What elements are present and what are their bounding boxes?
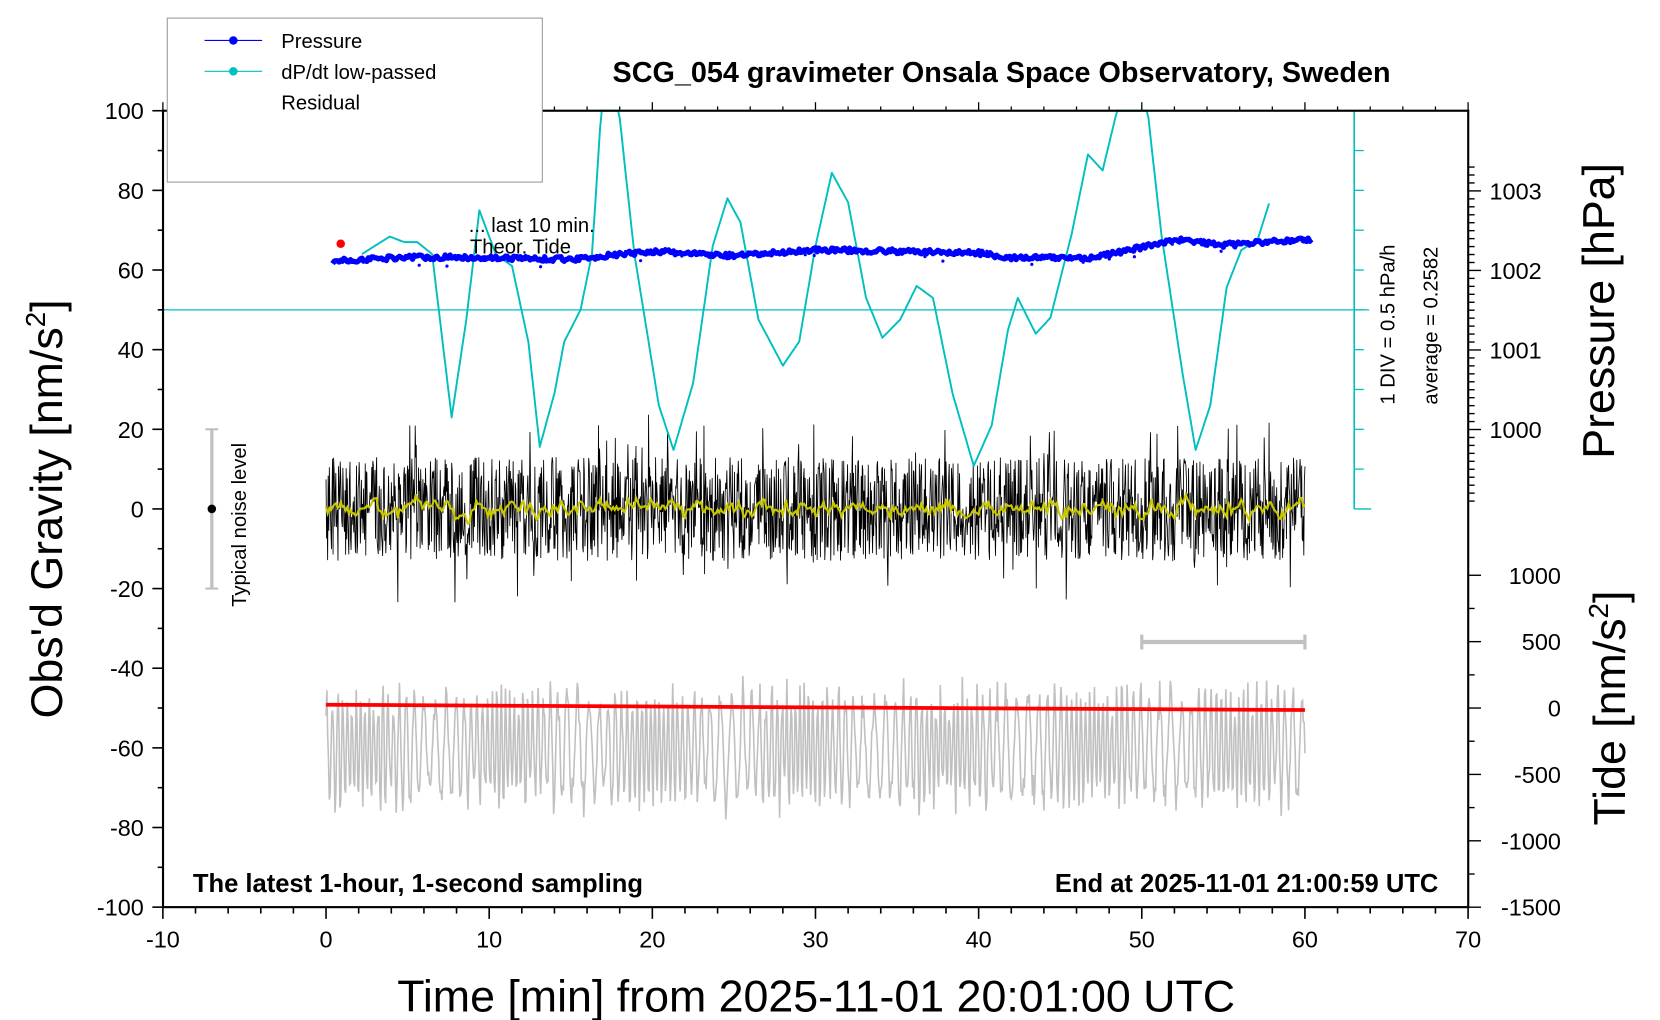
pressure-point [1182,237,1187,241]
legend-dpdt-label: dP/dt low-passed [281,62,436,84]
pressure-point [812,253,816,258]
theor-tide-line [326,702,1305,712]
x-tick-label: -10 [146,927,180,953]
gray-series-line [325,675,1306,820]
annotation-noise-level: Typical noise level [229,443,251,607]
x-tick-label: 70 [1455,927,1481,953]
chart-title: SCG_054 gravimeter Onsala Space Observat… [613,57,1391,89]
pressure-point [1081,260,1085,264]
y-tick-label: -40 [110,656,144,682]
y-tick-label: 100 [105,98,144,124]
pressure-point [445,264,449,268]
y-tick-label: -20 [110,576,144,602]
pressure-point [639,259,643,263]
pressure-point [941,259,945,263]
y-tick-label: 20 [118,417,144,443]
legend-pressure-label: Pressure [281,31,362,53]
pressure-point [407,254,411,258]
pressure-point [354,260,359,264]
pressure-point [378,257,382,261]
pressure-point [510,255,514,259]
annotation-bottom-left: The latest 1-hour, 1-second sampling [193,870,643,898]
annotation-div: 1 DIV = 0.5 hPa/h [1378,244,1400,404]
pressure-point [680,254,684,258]
tide-tick-label: 500 [1522,629,1561,655]
pressure-point [803,253,807,257]
noise-level-point [207,504,217,514]
legend-residual-label: Residual [281,93,360,115]
pressure-point [740,254,745,259]
pressure-point [472,257,476,261]
pressure-point [985,249,989,253]
y-axis-label: Obs'd Gravity [nm/s2] [20,299,72,718]
pressure-point [539,265,543,269]
pressure-point [483,254,487,259]
annotation-theor-tide: Theor. Tide [470,236,571,258]
x-tick-label: 10 [476,927,502,953]
legend-dpdt-marker [229,67,238,76]
tide-tick-label: 1000 [1509,563,1561,589]
pressure-point [417,263,421,267]
pressure-point [1030,262,1034,266]
pressure-point [1170,242,1174,246]
pressure-point [1255,239,1260,243]
pressure-point [727,250,732,254]
pressure-tick-label: 1003 [1490,178,1542,204]
x-tick-label: 50 [1129,927,1155,953]
pressure-line [330,235,1314,266]
x-tick-label: 20 [639,927,665,953]
x-tick-label: 30 [802,927,828,953]
residual-line [325,414,1306,603]
pressure-axis-label: Pressure [hPa] [1575,163,1624,459]
residual-smoothed-line [324,491,1306,525]
y-tick-label: 60 [118,258,144,284]
pressure-point [623,249,628,254]
annotation-last-10-min: ... last 10 min. [469,215,595,237]
pressure-point [1219,249,1223,253]
annotation-average: average = 0.2582 [1420,247,1442,405]
pressure-point [523,253,528,257]
y-tick-label: 80 [118,178,144,204]
y-tick-label: -80 [110,815,144,841]
pressure-point [1302,240,1306,244]
pressure-point [1132,255,1136,259]
pressure-point [556,256,560,260]
pressure-point [1158,241,1162,245]
pressure-tick-label: 1000 [1490,417,1542,443]
pressure-point [1107,257,1111,261]
x-axis-label: Time [min] from 2025-11-01 20:01:00 UTC [397,972,1235,1020]
tide-tick-label: 0 [1548,696,1561,722]
pressure-point [334,260,338,264]
x-tick-label: 0 [320,927,333,953]
pressure-tick-label: 1002 [1490,258,1542,284]
axes-layer: -10 0 10 20 30 40 50 60 70100806040200-20-40-60-… [97,98,1561,952]
pressure-point [1205,243,1209,247]
x-tick-label: 40 [966,927,992,953]
y-tick-label: -100 [97,895,144,921]
tide-tick-label: -500 [1514,762,1561,788]
y-tick-label: -60 [110,735,144,761]
pressure-point [338,259,343,264]
series-layer [163,109,1372,820]
pressure-point [924,250,928,255]
legend-pressure-marker [229,36,238,45]
pressure-point [711,253,715,257]
x-tick-label: 60 [1292,927,1318,953]
pressure-point [970,250,974,254]
legend: Pressure dP/dt low-passed Residual [166,17,543,183]
annotation-bottom-right: End at 2025-11-01 21:00:59 UTC [1055,870,1439,898]
pressure-point [1233,246,1237,250]
tide-tick-label: -1000 [1501,828,1561,854]
tide-tick-label: -1500 [1501,895,1561,921]
pressure-point [1061,255,1065,259]
pressure-point [923,255,927,259]
red-marker [336,239,345,248]
y-tick-label: 40 [118,337,144,363]
legend-box [166,17,543,183]
tide-axis-label: Tide [nm/s2] [1583,591,1635,826]
y-tick-label: 0 [131,496,144,522]
pressure-tick-label: 1001 [1490,337,1542,363]
